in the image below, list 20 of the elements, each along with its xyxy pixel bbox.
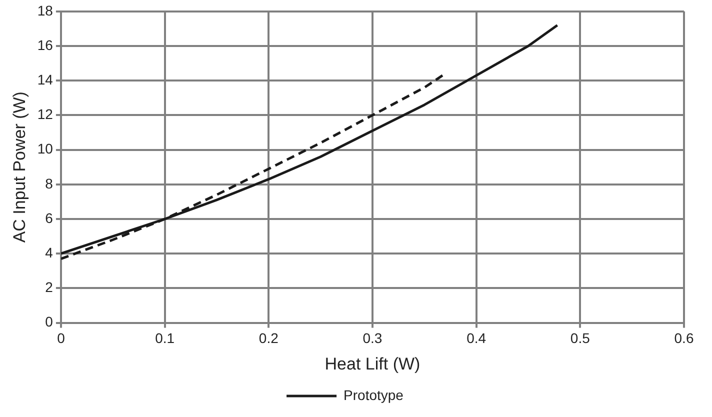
x-tick-label: 0.2 <box>258 330 279 346</box>
x-tick-label: 0.3 <box>362 330 382 346</box>
x-tick-label: 0.4 <box>466 330 486 346</box>
y-tick-label: 2 <box>45 279 54 296</box>
y-axis-title: AC Input Power (W) <box>10 92 29 243</box>
y-tick-label: 4 <box>45 244 54 260</box>
y-tick-label: 6 <box>45 210 54 226</box>
x-tick-label: 0 <box>57 330 66 346</box>
y-tick-label: 18 <box>37 2 54 18</box>
y-tick-label: 0 <box>45 314 54 330</box>
x-axis-title: Heat Lift (W) <box>324 354 420 374</box>
x-tick-label: 0.1 <box>155 330 175 346</box>
x-tick-label: 0.5 <box>570 330 590 346</box>
y-tick-label: 12 <box>37 106 54 122</box>
legend-label: Prototype <box>344 386 404 403</box>
x-tick-label: 0.6 <box>674 330 694 346</box>
y-tick-label: 8 <box>45 175 54 192</box>
y-tick-label: 14 <box>37 71 54 88</box>
y-tick-label: 10 <box>37 140 54 157</box>
y-tick-label: 16 <box>37 36 54 53</box>
